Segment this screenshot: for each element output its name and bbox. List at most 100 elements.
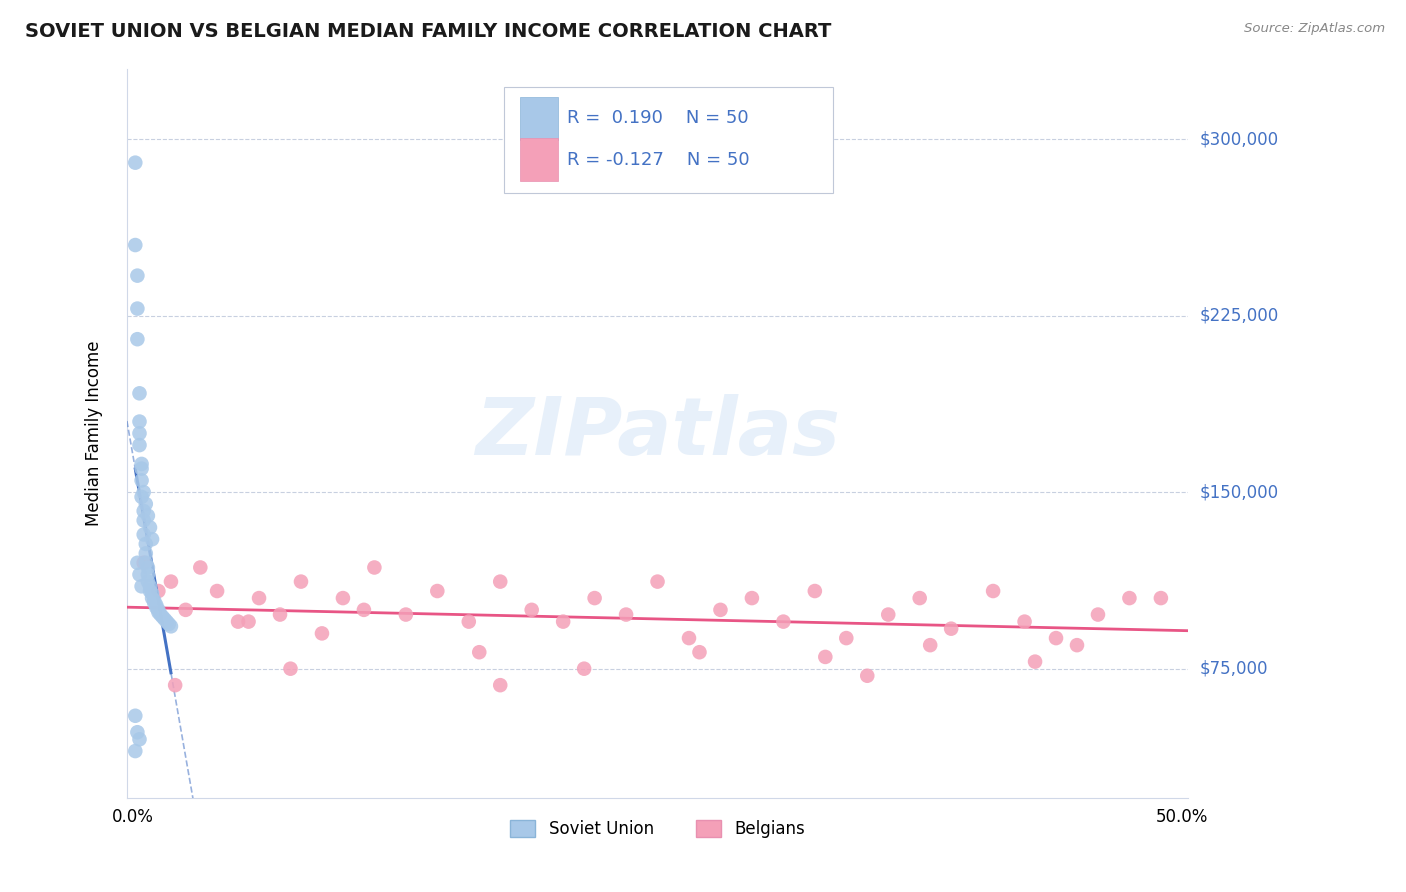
Point <box>128 438 150 452</box>
Point <box>128 386 150 401</box>
Point <box>877 607 900 622</box>
Point <box>145 598 167 612</box>
Text: R =  0.190    N = 50: R = 0.190 N = 50 <box>568 109 749 128</box>
Point <box>226 615 249 629</box>
Point <box>920 638 942 652</box>
Point <box>153 612 176 626</box>
FancyBboxPatch shape <box>520 96 558 140</box>
Point <box>835 631 858 645</box>
Text: $75,000: $75,000 <box>1199 660 1268 678</box>
Point <box>1024 655 1046 669</box>
Point <box>1045 631 1067 645</box>
Point <box>148 584 170 599</box>
Point <box>814 649 837 664</box>
Point <box>489 678 512 692</box>
Point <box>614 607 637 622</box>
Point <box>572 662 595 676</box>
Text: $150,000: $150,000 <box>1199 483 1278 501</box>
Point <box>127 268 149 283</box>
Point <box>1066 638 1088 652</box>
Point <box>143 596 166 610</box>
Text: Source: ZipAtlas.com: Source: ZipAtlas.com <box>1244 22 1385 36</box>
Point <box>160 574 183 589</box>
Point <box>1150 591 1173 605</box>
Point <box>128 415 150 429</box>
Text: ZIPatlas: ZIPatlas <box>475 394 839 473</box>
Point <box>135 546 157 560</box>
Y-axis label: Median Family Income: Median Family Income <box>86 341 103 526</box>
Point <box>135 497 157 511</box>
Point <box>908 591 931 605</box>
Point <box>136 567 159 582</box>
Text: SOVIET UNION VS BELGIAN MEDIAN FAMILY INCOME CORRELATION CHART: SOVIET UNION VS BELGIAN MEDIAN FAMILY IN… <box>25 22 832 41</box>
Point <box>311 626 333 640</box>
Point <box>148 603 170 617</box>
Point <box>741 591 763 605</box>
Point <box>128 732 150 747</box>
Point <box>804 584 827 599</box>
Point <box>131 579 153 593</box>
Point <box>131 461 153 475</box>
Point <box>148 605 170 619</box>
Point <box>332 591 354 605</box>
Point <box>139 584 162 599</box>
Point <box>135 537 157 551</box>
Point <box>583 591 606 605</box>
Point <box>132 556 155 570</box>
Point <box>135 556 157 570</box>
Point <box>141 591 163 605</box>
Point <box>856 669 879 683</box>
Point <box>131 474 153 488</box>
Text: $300,000: $300,000 <box>1199 130 1278 148</box>
Point <box>520 603 543 617</box>
Point <box>131 490 153 504</box>
Point <box>127 725 149 739</box>
Point <box>247 591 270 605</box>
Point <box>280 662 302 676</box>
Point <box>128 426 150 441</box>
Point <box>127 301 149 316</box>
Point <box>468 645 491 659</box>
Point <box>363 560 385 574</box>
Point <box>205 584 228 599</box>
Point <box>165 678 187 692</box>
Point <box>426 584 449 599</box>
Point <box>149 607 172 622</box>
Point <box>136 560 159 574</box>
Point <box>136 508 159 523</box>
Point <box>553 615 575 629</box>
Point <box>688 645 710 659</box>
Point <box>124 744 146 758</box>
Point <box>124 155 146 169</box>
Legend: Soviet Union, Belgians: Soviet Union, Belgians <box>503 813 811 845</box>
Point <box>489 574 512 589</box>
Point <box>709 603 731 617</box>
Point <box>141 533 163 547</box>
Point <box>127 332 149 346</box>
Point <box>145 600 167 615</box>
Point <box>157 617 180 632</box>
Point <box>141 586 163 600</box>
Point <box>1014 615 1036 629</box>
Point <box>290 574 312 589</box>
Point <box>132 504 155 518</box>
Point <box>152 610 174 624</box>
Point <box>128 567 150 582</box>
Point <box>139 579 162 593</box>
FancyBboxPatch shape <box>520 138 558 181</box>
Point <box>132 527 155 541</box>
Point <box>156 615 179 629</box>
Point <box>188 560 211 574</box>
Point <box>647 574 669 589</box>
Point <box>269 607 291 622</box>
Point <box>678 631 700 645</box>
Point <box>1087 607 1109 622</box>
Point <box>772 615 794 629</box>
Point <box>457 615 479 629</box>
FancyBboxPatch shape <box>503 87 832 193</box>
Point <box>1118 591 1140 605</box>
Point <box>132 485 155 500</box>
Point <box>981 584 1004 599</box>
Point <box>136 574 159 589</box>
Text: R = -0.127    N = 50: R = -0.127 N = 50 <box>568 151 749 169</box>
